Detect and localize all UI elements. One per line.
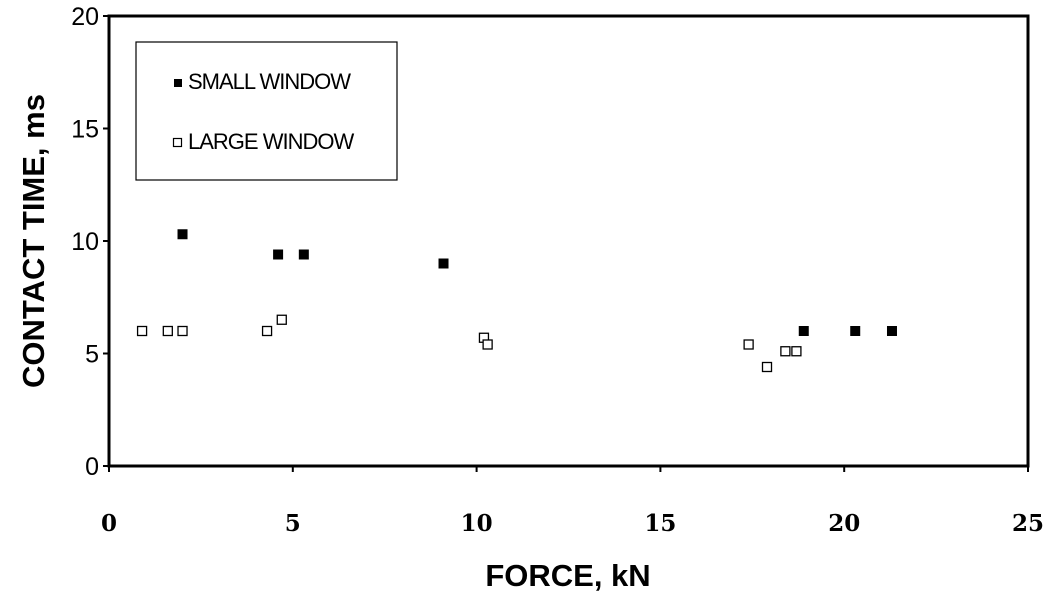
- y-tick-label: 10: [71, 228, 99, 256]
- data-point-large-window: [162, 325, 173, 337]
- data-point-large-window: [482, 339, 493, 350]
- y-tick-label: 5: [85, 341, 99, 369]
- y-axis-label: CONTACT TIME, ms: [16, 94, 51, 388]
- legend: SMALL WINDOW LARGE WINDOW: [135, 41, 398, 181]
- data-point-small-window: [850, 326, 861, 336]
- x-axis-ticks: 0 5 10 15 20 25: [101, 466, 1044, 537]
- data-point-large-window: [743, 339, 754, 350]
- x-tick-label: 0: [101, 510, 117, 537]
- data-point-large-window: [780, 346, 791, 357]
- y-tick-label: 15: [71, 116, 99, 144]
- x-tick-label: 25: [1012, 510, 1044, 537]
- x-tick-label: 5: [285, 510, 301, 537]
- legend-label-large-window: LARGE WINDOW: [188, 129, 354, 154]
- legend-marker-large-window: [172, 137, 183, 148]
- data-point-small-window: [273, 249, 284, 260]
- data-points: [136, 229, 897, 373]
- data-point-large-window: [261, 325, 273, 337]
- y-tick-label: 20: [71, 3, 99, 31]
- legend-marker-small-window: [174, 79, 182, 87]
- data-point-small-window: [886, 326, 897, 336]
- x-tick-label: 10: [461, 510, 493, 537]
- data-point-large-window: [761, 361, 773, 373]
- data-point-large-window: [136, 325, 148, 337]
- x-axis-label: FORCE, kN: [485, 558, 650, 593]
- data-point-large-window: [177, 325, 188, 337]
- data-point-small-window: [798, 326, 809, 336]
- x-tick-label: 20: [828, 510, 860, 537]
- data-point-small-window: [177, 229, 188, 240]
- data-point-large-window: [791, 346, 802, 357]
- y-tick-label: 0: [85, 453, 99, 481]
- legend-label-small-window: SMALL WINDOW: [188, 69, 351, 94]
- data-point-small-window: [298, 249, 309, 260]
- data-point-small-window: [438, 258, 449, 269]
- data-point-large-window: [276, 314, 287, 325]
- x-tick-label: 15: [644, 510, 676, 537]
- legend-box: [135, 41, 398, 181]
- y-axis-ticks: 0 5 10 15 20: [71, 3, 109, 481]
